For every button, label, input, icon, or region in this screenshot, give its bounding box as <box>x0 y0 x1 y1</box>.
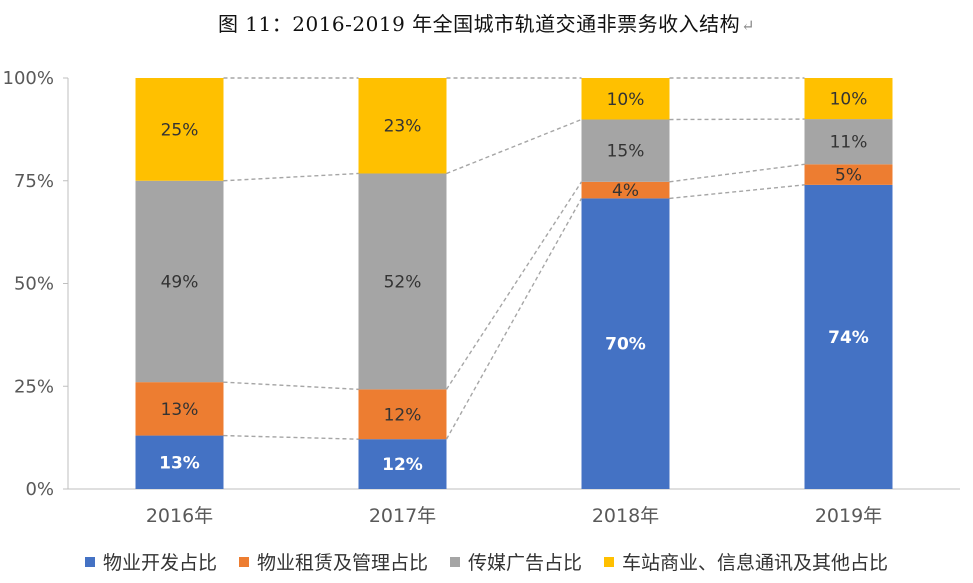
data-label: 5% <box>835 166 862 186</box>
series-line <box>445 198 583 440</box>
bar-segment <box>804 164 893 185</box>
plot-area: 0% 25% 50% 75% 100% 13% 13% 49% 25% 12% 12% 52% 23% 7… <box>3 68 960 527</box>
legend-label: 物业租赁及管理占比 <box>256 552 428 574</box>
bar-segment <box>804 78 893 120</box>
legend-swatch <box>604 556 615 567</box>
bar-segment <box>581 198 670 490</box>
series-line <box>223 172 359 182</box>
data-label: 11% <box>830 133 868 153</box>
series-line <box>669 184 805 200</box>
chart-legend: 物业开发占比 物业租赁及管理占比 传媒广告占比 车站商业、信息通讯及其他占比 <box>0 548 973 575</box>
legend-swatch <box>84 556 95 567</box>
bar-segment <box>358 78 447 174</box>
data-label: 13% <box>159 453 200 473</box>
data-label: 4% <box>612 181 639 201</box>
legend-label: 车站商业、信息通讯及其他占比 <box>622 552 889 574</box>
bar-segment <box>358 173 447 390</box>
bar-segment <box>135 180 224 383</box>
data-label: 49% <box>161 272 199 292</box>
x-tick-label: 2018年 <box>592 505 659 527</box>
bar-segment <box>358 389 447 440</box>
legend-swatch <box>238 556 249 567</box>
chart-title: 图 11：2016-2019 年全国城市轨道交通非票务收入结构↵ <box>0 8 973 37</box>
legend-label: 传媒广告占比 <box>468 552 583 574</box>
data-label: 10% <box>607 90 645 110</box>
chart-title-text: 图 11：2016-2019 年全国城市轨道交通非票务收入结构 <box>217 12 741 36</box>
bar-segment <box>135 382 224 436</box>
legend-item: 车站商业、信息通讯及其他占比 <box>604 548 888 575</box>
y-tick-label: 50% <box>14 274 54 295</box>
legend-item: 传媒广告占比 <box>450 548 582 575</box>
data-label: 12% <box>382 455 423 475</box>
bar-segment <box>581 119 670 182</box>
data-label: 10% <box>830 90 868 110</box>
series-line <box>446 118 582 175</box>
series-line <box>669 163 805 183</box>
series-line <box>223 434 359 440</box>
data-label: 15% <box>607 142 645 162</box>
x-tick-label: 2016年 <box>146 505 213 527</box>
y-tick-label: 25% <box>14 376 54 397</box>
data-label: 25% <box>161 120 199 140</box>
data-label: 70% <box>605 335 646 355</box>
bar-segment <box>581 78 670 120</box>
return-mark-icon: ↵ <box>741 16 756 35</box>
y-tick-label: 100% <box>3 68 54 89</box>
legend-item: 物业开发占比 <box>84 548 217 575</box>
x-tick-label: 2017年 <box>369 505 436 527</box>
data-label: 52% <box>384 272 422 292</box>
y-tick-label: 75% <box>14 171 54 192</box>
bar-segment <box>135 78 224 181</box>
y-tick-label: 0% <box>25 479 54 500</box>
legend-label: 物业开发占比 <box>102 552 217 574</box>
data-label: 13% <box>161 400 199 420</box>
bar-segment <box>581 181 670 199</box>
bar-segment <box>804 119 893 165</box>
legend-item: 物业租赁及管理占比 <box>238 548 428 575</box>
data-label: 74% <box>828 328 869 348</box>
x-tick-label: 2019年 <box>815 505 882 527</box>
series-line <box>445 181 583 390</box>
bar-segment <box>135 435 224 489</box>
data-label: 23% <box>384 117 422 137</box>
stacked-bar-chart: 0% 25% 50% 75% 100% 13% 13% 49% 25% 12% 12% 52% 23% 7… <box>3 68 960 527</box>
legend-swatch <box>450 556 460 567</box>
bar-segment <box>358 439 447 489</box>
series-line <box>223 381 359 391</box>
data-label: 12% <box>384 405 422 425</box>
bar-segment <box>804 184 893 490</box>
